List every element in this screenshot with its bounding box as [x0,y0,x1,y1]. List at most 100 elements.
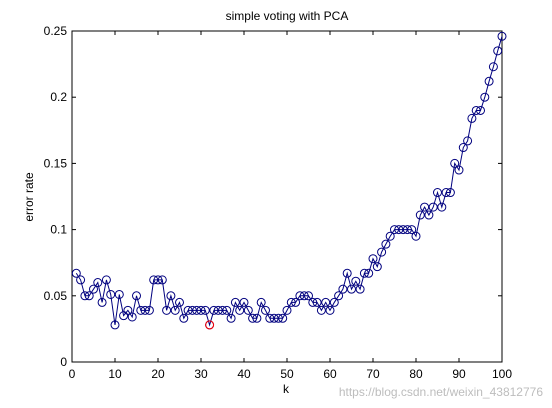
data-point-marker [71,268,81,278]
data-point-marker [334,291,344,301]
data-point-marker [295,291,305,301]
data-point-marker [140,305,150,315]
chart-title: simple voting with PCA [226,9,349,23]
watermark-text: https://blog.csdn.net/weixin_43812776 [339,385,543,399]
data-point-marker [424,210,434,220]
data-point-marker [166,291,176,301]
data-point-marker [265,313,275,323]
data-point-marker [218,305,227,315]
data-point-marker [299,291,309,301]
data-point-marker [123,305,133,315]
data-point-marker [101,275,111,285]
x-tick-label: 60 [323,367,337,381]
data-point-marker [463,136,473,146]
data-point-marker [415,210,425,220]
data-point-marker [347,284,356,294]
data-point-marker [359,268,369,278]
data-point-marker [445,188,455,198]
data-point-marker [175,297,184,307]
x-tick-label: 0 [69,367,76,381]
data-point-marker [480,92,490,102]
data-point-marker [278,313,288,323]
y-tick-label: 0.15 [44,156,68,170]
data-point-marker [402,225,412,235]
data-point-marker [213,305,223,315]
data-point-marker [132,291,141,301]
data-point-marker [187,305,197,315]
data-point-marker [458,143,468,153]
x-tick-label: 10 [108,367,122,381]
data-point-marker [222,305,232,315]
series-line [75,36,503,327]
data-point-marker [493,46,503,56]
data-point-marker [377,247,387,257]
data-point-marker [243,305,253,315]
data-point-marker [420,202,430,212]
data-point-marker [476,105,485,115]
data-point-marker [433,188,442,198]
data-point-marker [269,313,279,323]
data-point-marker [273,313,283,323]
data-point-marker [467,113,477,123]
x-tick-label: 90 [452,367,466,381]
data-point-marker [183,305,193,315]
data-point-marker [394,225,404,235]
data-point-marker [308,297,318,307]
data-point-marker [84,291,94,301]
data-point-marker [286,297,296,307]
data-point-marker [179,313,189,323]
data-point-marker [157,275,167,285]
data-point-marker [196,305,206,315]
data-point-marker [209,305,219,315]
x-tick-label: 40 [237,367,251,381]
y-tick-label: 0.1 [50,223,67,237]
data-point-marker [325,305,335,315]
data-point-marker [316,305,326,315]
data-point-marker [106,289,116,299]
data-point-marker [291,297,301,307]
data-point-marker [488,62,498,72]
data-point-marker [256,297,266,307]
y-tick-label: 0.2 [50,90,67,104]
data-point-marker [437,202,447,212]
data-point-marker [200,305,210,315]
data-point-marker [144,305,154,315]
data-point-marker [235,305,245,315]
data-point-marker [282,305,292,315]
data-point-marker [329,297,339,307]
data-point-marker [351,276,361,286]
data-point-marker [355,284,365,294]
data-point-marker [127,312,137,322]
data-point-marker [372,262,382,272]
data-point-marker [136,305,146,315]
data-point-marker [342,268,352,278]
data-point-marker [153,275,163,285]
data-point-marker [89,284,98,294]
data-point-marker [364,268,374,278]
data-point-marker [312,297,322,307]
data-point-marker [192,305,202,315]
data-point-marker [239,297,249,307]
data-point-marker [230,297,240,307]
y-axis-label: error rate [22,172,36,222]
y-tick-label: 0.05 [44,289,68,303]
data-point-marker [248,313,258,323]
y-tick-label: 0.25 [44,24,68,38]
data-point-marker [450,158,460,168]
x-tick-label: 70 [366,367,380,381]
data-point-marker [338,284,348,294]
data-point-marker [80,291,90,301]
data-point-marker [252,313,262,323]
data-point-marker [428,202,438,212]
data-point-marker [454,165,464,175]
data-point-marker [407,225,417,235]
data-point-marker [471,105,481,115]
data-point-marker [390,225,399,235]
data-point-marker [162,305,172,315]
data-point-marker [110,320,120,330]
x-tick-label: 50 [280,367,294,381]
data-point-marker [497,31,507,41]
highlighted-point-marker [205,320,215,330]
data-point-marker [170,305,180,315]
